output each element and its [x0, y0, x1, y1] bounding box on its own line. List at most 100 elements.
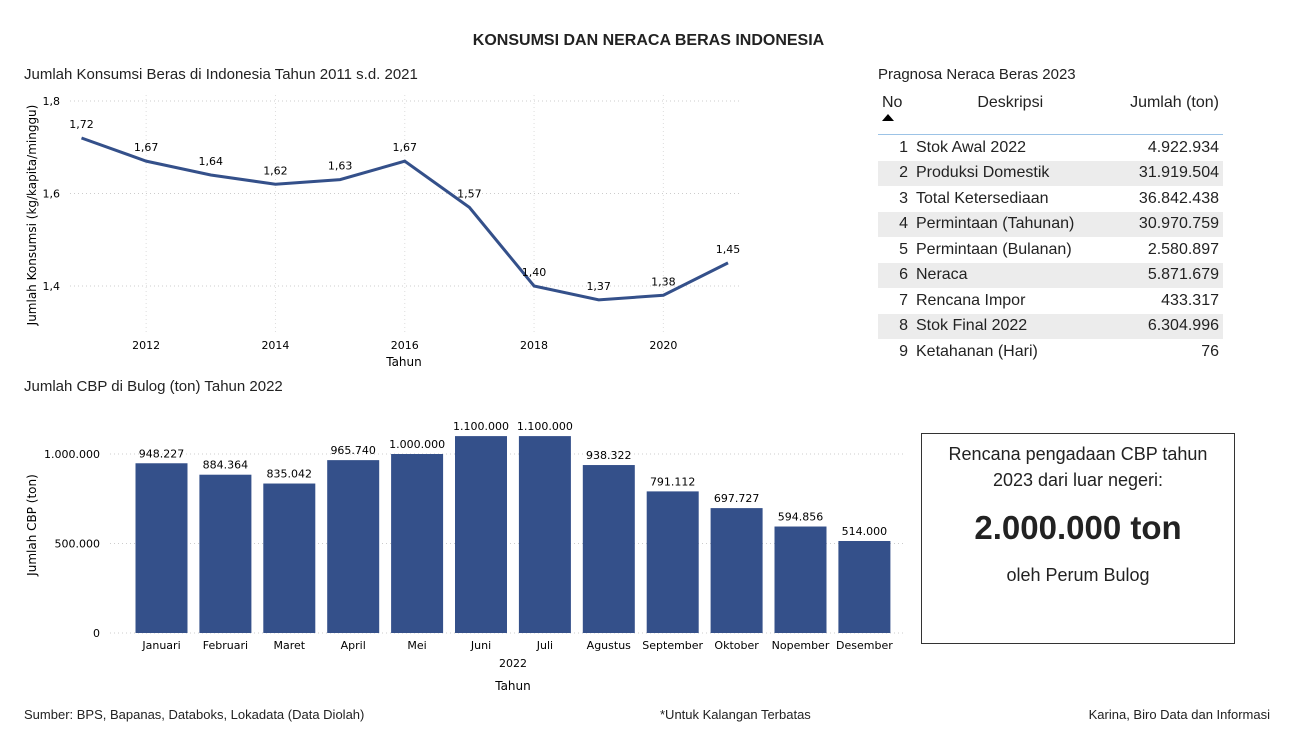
data-label: 1,62 — [263, 164, 288, 177]
data-label: 697.727 — [714, 492, 760, 505]
restricted-note: *Untuk Kalangan Terbatas — [660, 707, 811, 722]
row-no: 1 — [899, 138, 908, 156]
row-amount: 6.304.996 — [1108, 313, 1223, 339]
series-line — [80, 136, 729, 302]
data-label: 1,67 — [393, 141, 418, 154]
table-row: 6 Neraca 5.871.679 — [878, 262, 1223, 288]
table-row: 4 Permintaan (Tahunan) 30.970.759 — [878, 211, 1223, 237]
data-label: 884.364 — [203, 459, 249, 472]
x-tick-label: Oktober — [714, 639, 759, 652]
x-axis-title: Tahun — [385, 355, 422, 369]
credit-note: Karina, Biro Data dan Informasi — [1088, 707, 1270, 722]
table-title: Pragnosa Neraca Beras 2023 — [878, 66, 1076, 83]
row-no: 8 — [878, 313, 912, 339]
x-group-label: 2022 — [499, 657, 527, 670]
data-label: 1,72 — [69, 118, 94, 131]
bar — [774, 526, 827, 633]
data-label: 1,64 — [199, 155, 224, 168]
row-description: Neraca — [912, 262, 1109, 288]
y-axis-title: Jumlah Konsumsi (kg/kapita/minggu) — [25, 105, 39, 327]
neraca-table: No Deskripsi Jumlah (ton) 1 Stok Awal 202… — [878, 90, 1223, 365]
x-tick-label: Juni — [470, 639, 491, 652]
callout-box: Rencana pengadaan CBP tahun 2023 dari lu… — [921, 433, 1235, 644]
data-label: 1,45 — [716, 243, 741, 256]
x-tick-label: Mei — [407, 639, 426, 652]
data-label: 1,38 — [651, 275, 676, 288]
y-axis-title: Jumlah CBP (ton) — [25, 474, 39, 577]
row-description: Rencana Impor — [916, 291, 1026, 309]
table-row: 3 Total Ketersediaan 36.842.438 — [878, 186, 1223, 212]
callout-subtext: oleh Perum Bulog — [1006, 565, 1150, 585]
bar — [582, 465, 635, 633]
source-note: Sumber: BPS, Bapanas, Databoks, Lokadata… — [24, 707, 365, 722]
data-label: 835.042 — [267, 468, 313, 481]
data-label: 1,67 — [134, 141, 159, 154]
data-label: 1,63 — [328, 160, 353, 173]
x-tick-label: Desember — [836, 639, 893, 652]
bar — [327, 460, 380, 633]
y-tick-label: 1,8 — [43, 95, 61, 108]
x-tick-label: Januari — [141, 639, 180, 652]
table-row: 7 Rencana Impor 433.317 — [878, 288, 1223, 314]
data-label: 1.000.000 — [389, 438, 445, 451]
table-row: 5 Permintaan (Bulanan) 2.580.897 — [878, 237, 1223, 263]
page-title: KONSUMSI DAN NERACA BERAS INDONESIA — [472, 32, 825, 49]
data-label: 594.856 — [778, 511, 824, 524]
x-tick-label: Agustus — [587, 639, 631, 652]
row-amount: 31.919.504 — [1108, 160, 1223, 186]
col-amount-header[interactable]: Jumlah (ton) — [1130, 94, 1219, 111]
x-tick-label: Maret — [274, 639, 306, 652]
bar — [455, 436, 507, 633]
x-tick-label: Juli — [536, 639, 553, 652]
row-amount: 2.580.897 — [1147, 240, 1219, 258]
table-row: 2 Produksi Domestik 31.919.504 — [878, 160, 1223, 186]
row-amount: 433.317 — [1161, 291, 1219, 309]
data-label: 1,40 — [522, 266, 547, 279]
data-label: 514.000 — [842, 525, 888, 538]
bar — [518, 436, 571, 633]
data-label: 791.112 — [650, 475, 696, 488]
line-chart-title: Jumlah Konsumsi Beras di Indonesia Tahun… — [24, 66, 418, 83]
bar — [838, 540, 891, 633]
row-no: 4 — [878, 211, 912, 237]
y-tick-label: 1.000.000 — [44, 448, 100, 461]
data-label: 1,37 — [586, 280, 611, 293]
bar — [199, 474, 252, 633]
x-tick-label: Februari — [203, 639, 248, 652]
data-label: 1.100.000 — [453, 420, 509, 433]
table-row: 9 Ketahanan (Hari) 76 — [878, 339, 1223, 365]
row-no: 7 — [899, 291, 908, 309]
row-amount: 4.922.934 — [1147, 138, 1219, 156]
data-label: 965.740 — [330, 444, 376, 457]
x-tick-label: April — [341, 639, 366, 652]
col-desc-header[interactable]: Deskripsi — [977, 94, 1044, 111]
x-tick-label: 2020 — [649, 339, 677, 352]
x-tick-label: 2018 — [520, 339, 548, 352]
row-description: Ketahanan (Hari) — [916, 342, 1038, 360]
bar — [710, 508, 763, 633]
data-label: 948.227 — [139, 447, 185, 460]
y-tick-label: 500.000 — [55, 538, 101, 551]
row-description: Permintaan (Tahunan) — [912, 211, 1109, 237]
row-amount: 36.842.438 — [1138, 189, 1219, 207]
y-tick-label: 1,6 — [43, 188, 61, 201]
x-tick-label: 2014 — [261, 339, 289, 352]
callout-amount: 2.000.000 ton — [974, 509, 1182, 546]
data-label: 1,57 — [457, 187, 482, 200]
line-chart: 1,4 1,6 1,8 2012 2014 2016 2018 2020 1,72 1,67 1,6… — [25, 95, 741, 369]
x-tick-label: Nopember — [772, 639, 830, 652]
x-tick-label: September — [642, 639, 703, 652]
callout-text: Rencana pengadaan CBP tahun 2023 dari lu… — [948, 444, 1208, 490]
bar — [263, 483, 316, 633]
col-no-header[interactable]: No — [878, 90, 912, 135]
row-description: Stok Final 2022 — [912, 313, 1109, 339]
table-row: 1 Stok Awal 2022 4.922.934 — [878, 135, 1223, 161]
bar — [135, 463, 188, 633]
row-amount: 5.871.679 — [1108, 262, 1223, 288]
table-row: 8 Stok Final 2022 6.304.996 — [878, 313, 1223, 339]
row-no: 2 — [878, 160, 912, 186]
row-description: Permintaan (Bulanan) — [916, 240, 1072, 258]
sort-ascending-icon — [882, 114, 894, 121]
x-axis-title: Tahun — [494, 679, 531, 693]
